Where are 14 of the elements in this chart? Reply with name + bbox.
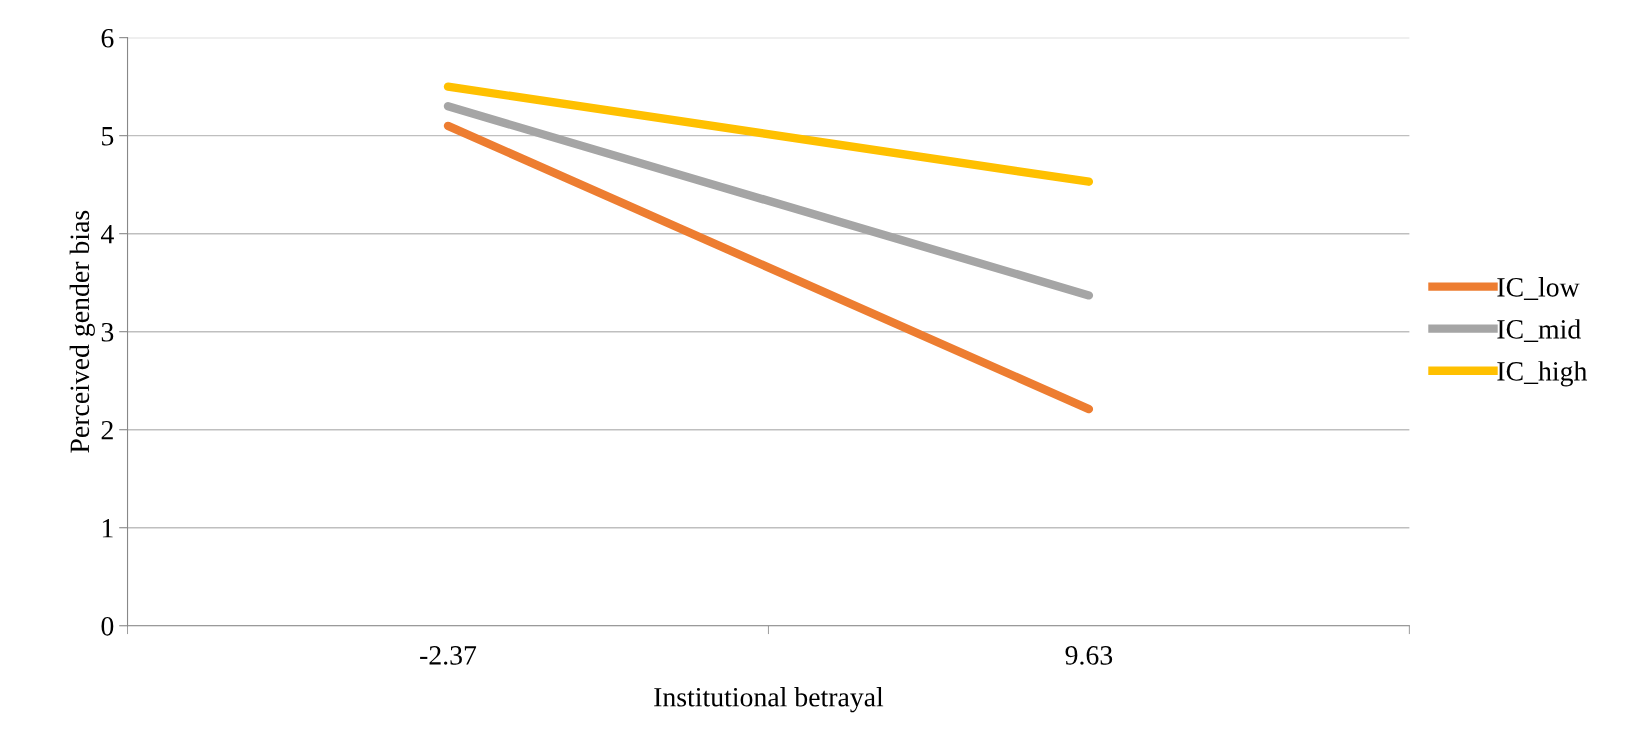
x-axis-title: Institutional betrayal [654, 687, 884, 713]
y-tick-label: 5 [102, 127, 114, 146]
y-axis-title: Perceived gender bias [69, 210, 95, 453]
y-tick-label: 2 [101, 420, 113, 440]
y-tick-label: 4 [100, 225, 114, 244]
legend-label: IC_mid [1497, 319, 1581, 342]
y-tick-label: 0 [101, 616, 114, 636]
x-tick-label: -2.37 [420, 646, 477, 665]
y-tick-label: 3 [101, 322, 114, 342]
legend-label: IC_low [1497, 277, 1580, 300]
x-tick-label: 9.63 [1065, 646, 1113, 665]
y-tick-label: 6 [101, 28, 114, 48]
y-tick-label: 1 [102, 519, 113, 538]
legend-label: IC_high [1497, 361, 1588, 387]
